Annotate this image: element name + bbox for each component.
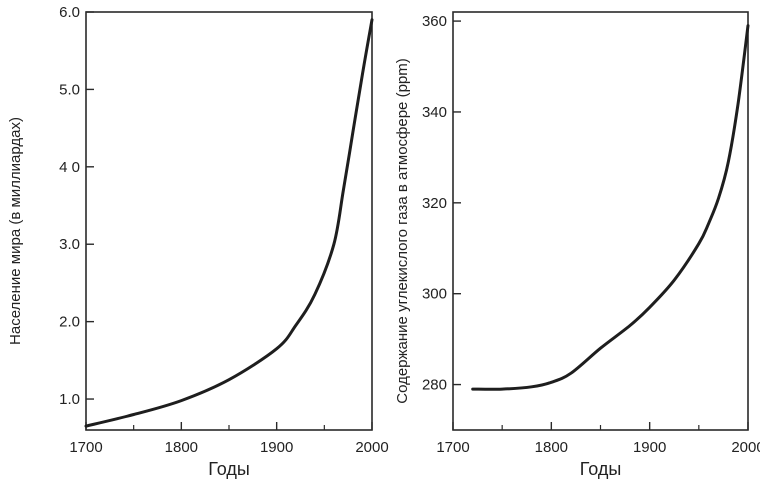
x-tick-label: 2000 — [731, 439, 760, 456]
x-tick-label: 1700 — [69, 439, 102, 456]
y-tick-label: 300 — [422, 286, 447, 303]
series-line-1 — [471, 24, 750, 391]
y-tick-label: 4 0 — [59, 159, 80, 176]
y-tick-label: 360 — [422, 13, 447, 30]
x-tick-label: 1900 — [633, 439, 666, 456]
y-tick-label: 320 — [422, 195, 447, 212]
x-tick-label: 2000 — [355, 439, 388, 456]
x-tick-label: 1800 — [165, 439, 198, 456]
x-tick-label: 1700 — [436, 439, 469, 456]
plot-frame — [85, 11, 373, 431]
x-tick-label: 1900 — [260, 439, 293, 456]
plot-frame — [452, 11, 749, 431]
y-tick-label: 2.0 — [59, 314, 80, 331]
chart-panel-1: 1.0 2.0 3.0 4 0 5.0 6.0 1700 1800 1900 2000 Годы На… — [7, 4, 389, 479]
y-tick-label: 340 — [422, 104, 447, 121]
y-tick-label: 3.0 — [59, 236, 80, 253]
x-axis-title: Годы — [580, 459, 622, 479]
y-tick-label: 1.0 — [59, 391, 80, 408]
x-axis-title: Годы — [208, 459, 250, 479]
y-tick-label: 280 — [422, 377, 447, 394]
chart-panel-2: 280 300 320 340 360 1700 1800 1900 2000 Годы Содер… — [394, 11, 760, 479]
series-line-1 — [84, 18, 374, 428]
y-axis-title: Содержание углекислого газа в атмосфере … — [394, 58, 411, 404]
y-axis-title: Население мира (в миллиардах) — [7, 117, 24, 345]
y-tick-label: 5.0 — [59, 81, 80, 98]
x-tick-label: 1800 — [535, 439, 568, 456]
y-tick-label: 6.0 — [59, 4, 80, 21]
